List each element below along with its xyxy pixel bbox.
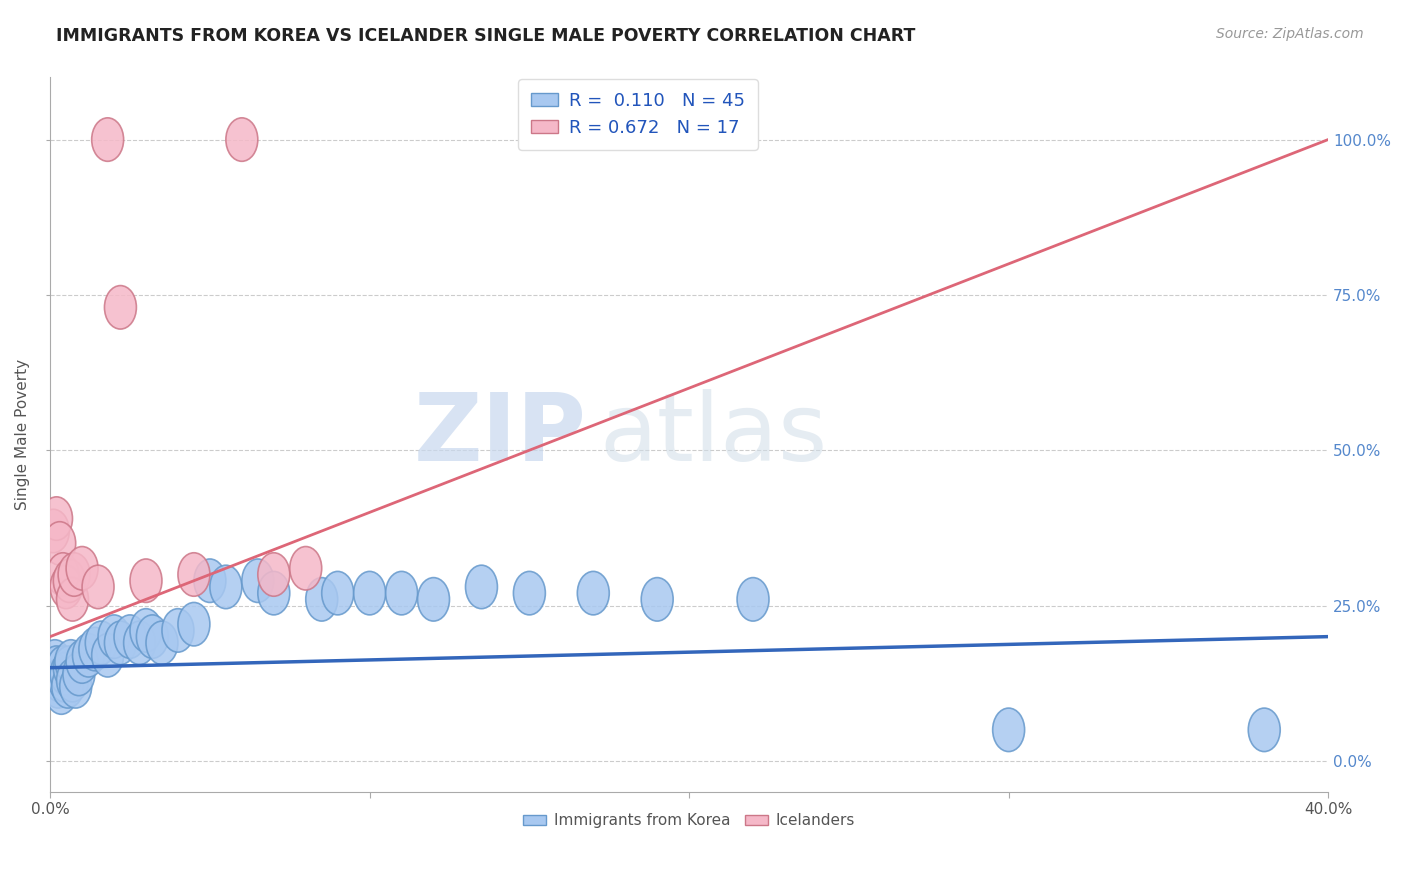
Text: ZIP: ZIP: [413, 389, 586, 481]
Ellipse shape: [41, 646, 73, 690]
Ellipse shape: [257, 553, 290, 596]
Ellipse shape: [46, 553, 79, 596]
Ellipse shape: [66, 547, 98, 590]
Ellipse shape: [146, 621, 179, 665]
Ellipse shape: [124, 621, 156, 665]
Ellipse shape: [305, 578, 337, 621]
Ellipse shape: [98, 615, 129, 658]
Ellipse shape: [354, 572, 385, 615]
Ellipse shape: [63, 652, 94, 696]
Ellipse shape: [129, 559, 162, 602]
Ellipse shape: [53, 559, 86, 602]
Text: IMMIGRANTS FROM KOREA VS ICELANDER SINGLE MALE POVERTY CORRELATION CHART: IMMIGRANTS FROM KOREA VS ICELANDER SINGL…: [56, 27, 915, 45]
Ellipse shape: [194, 559, 226, 602]
Ellipse shape: [162, 608, 194, 652]
Ellipse shape: [385, 572, 418, 615]
Y-axis label: Single Male Poverty: Single Male Poverty: [15, 359, 30, 510]
Ellipse shape: [209, 566, 242, 608]
Ellipse shape: [41, 497, 73, 541]
Ellipse shape: [59, 665, 91, 708]
Text: Source: ZipAtlas.com: Source: ZipAtlas.com: [1216, 27, 1364, 41]
Ellipse shape: [79, 627, 111, 671]
Ellipse shape: [104, 285, 136, 329]
Ellipse shape: [226, 118, 257, 161]
Ellipse shape: [290, 547, 322, 590]
Ellipse shape: [465, 566, 498, 608]
Ellipse shape: [66, 640, 98, 683]
Ellipse shape: [242, 559, 274, 602]
Ellipse shape: [56, 658, 89, 702]
Ellipse shape: [91, 118, 124, 161]
Ellipse shape: [737, 578, 769, 621]
Ellipse shape: [641, 578, 673, 621]
Ellipse shape: [91, 633, 124, 677]
Ellipse shape: [86, 621, 117, 665]
Ellipse shape: [179, 553, 209, 596]
Ellipse shape: [129, 608, 162, 652]
Ellipse shape: [257, 572, 290, 615]
Ellipse shape: [179, 602, 209, 646]
Ellipse shape: [44, 522, 76, 566]
Ellipse shape: [52, 665, 84, 708]
Ellipse shape: [418, 578, 450, 621]
Ellipse shape: [45, 671, 77, 714]
Ellipse shape: [578, 572, 609, 615]
Ellipse shape: [56, 578, 89, 621]
Ellipse shape: [38, 509, 69, 553]
Ellipse shape: [55, 640, 87, 683]
Ellipse shape: [42, 665, 75, 708]
Legend: Immigrants from Korea, Icelanders: Immigrants from Korea, Icelanders: [517, 807, 862, 834]
Ellipse shape: [136, 615, 169, 658]
Ellipse shape: [322, 572, 354, 615]
Ellipse shape: [49, 658, 80, 702]
Ellipse shape: [104, 621, 136, 665]
Text: atlas: atlas: [600, 389, 828, 481]
Ellipse shape: [46, 646, 79, 690]
Ellipse shape: [44, 658, 76, 702]
Ellipse shape: [513, 572, 546, 615]
Ellipse shape: [114, 615, 146, 658]
Ellipse shape: [1249, 708, 1281, 752]
Ellipse shape: [58, 553, 90, 596]
Ellipse shape: [51, 566, 82, 608]
Ellipse shape: [38, 652, 69, 696]
Ellipse shape: [82, 566, 114, 608]
Ellipse shape: [53, 646, 86, 690]
Ellipse shape: [993, 708, 1025, 752]
Ellipse shape: [51, 652, 82, 696]
Ellipse shape: [73, 633, 104, 677]
Ellipse shape: [39, 640, 70, 683]
